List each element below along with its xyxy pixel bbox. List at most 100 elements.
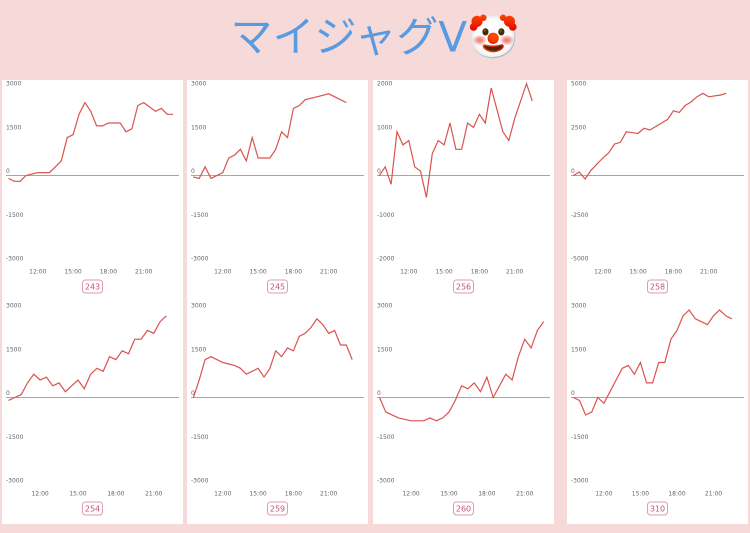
data-line (378, 81, 533, 198)
y-tick-label: -3000 (377, 478, 395, 485)
x-tick-label: 21:00 (135, 269, 152, 276)
page-title: マイジャグV🤡 (231, 13, 520, 62)
y-tick-label: 0 (191, 168, 195, 175)
label-box (267, 279, 288, 294)
x-tick-label: 12:00 (214, 269, 231, 276)
x-tick-label: 15:00 (632, 491, 649, 498)
x-tick-label: 21:00 (320, 491, 337, 498)
chart-label: 258 (650, 283, 665, 292)
chart-panel (187, 80, 368, 302)
data-line (8, 315, 167, 401)
y-tick-label: -3000 (6, 478, 24, 485)
label-box (647, 279, 668, 294)
y-tick-label: -1500 (6, 434, 24, 441)
x-tick-label: 18:00 (107, 491, 124, 498)
y-tick-label: -1500 (377, 434, 395, 441)
x-tick-label: 12:00 (214, 491, 231, 498)
y-tick-label: 0 (6, 390, 10, 397)
y-tick-label: 5000 (571, 81, 586, 88)
x-tick-label: 15:00 (435, 269, 452, 276)
data-line (192, 317, 353, 398)
x-tick-label: 18:00 (471, 269, 488, 276)
y-tick-label: 1500 (191, 124, 206, 131)
y-tick-label: 0 (571, 168, 575, 175)
x-tick-label: 21:00 (145, 491, 162, 498)
x-tick-label: 21:00 (320, 269, 337, 276)
x-tick-label: 15:00 (64, 269, 81, 276)
y-tick-label: 3000 (571, 303, 586, 310)
x-tick-label: 12:00 (400, 269, 417, 276)
y-tick-label: 3000 (377, 303, 392, 310)
x-tick-label: 18:00 (100, 269, 117, 276)
chart-label: 254 (85, 505, 100, 514)
y-tick-label: -1500 (191, 434, 209, 441)
x-tick-label: 12:00 (402, 491, 419, 498)
y-tick-label: 1500 (191, 346, 206, 353)
x-tick-label: 21:00 (700, 269, 717, 276)
label-box (82, 501, 103, 516)
y-tick-label: -1000 (377, 212, 395, 219)
chart-label: 245 (270, 283, 285, 292)
y-tick-label: -2500 (571, 212, 589, 219)
x-tick-label: 21:00 (705, 491, 722, 498)
y-tick-label: 0 (571, 390, 575, 397)
chart-label: 260 (456, 505, 471, 514)
y-tick-label: -5000 (571, 256, 589, 263)
y-tick-label: 2500 (571, 124, 586, 131)
data-line (573, 92, 727, 180)
y-tick-label: -1500 (571, 434, 589, 441)
data-line (8, 101, 174, 182)
y-tick-label: -1500 (191, 212, 209, 219)
chart-label: 256 (456, 283, 471, 292)
data-line (193, 93, 347, 180)
y-tick-label: 1500 (377, 346, 392, 353)
chart-label: 243 (85, 283, 100, 292)
x-tick-label: 15:00 (440, 491, 457, 498)
y-tick-label: -3000 (191, 256, 209, 263)
x-tick-label: 12:00 (594, 269, 611, 276)
y-tick-label: 0 (191, 390, 195, 397)
y-tick-label: -3000 (191, 478, 209, 485)
x-tick-label: 18:00 (665, 269, 682, 276)
x-tick-label: 15:00 (69, 491, 86, 498)
y-tick-label: 1500 (571, 346, 586, 353)
chart-panel (373, 80, 554, 302)
x-tick-label: 15:00 (629, 269, 646, 276)
x-tick-label: 21:00 (506, 269, 523, 276)
y-tick-label: -3000 (6, 256, 24, 263)
y-tick-label: 3000 (6, 81, 21, 88)
x-tick-label: 18:00 (668, 491, 685, 498)
label-box (453, 279, 474, 294)
x-tick-label: 12:00 (31, 491, 48, 498)
y-tick-label: 0 (6, 168, 10, 175)
x-tick-label: 15:00 (249, 269, 266, 276)
y-tick-label: -2000 (377, 256, 395, 263)
label-box (453, 501, 474, 516)
x-tick-label: 18:00 (285, 269, 302, 276)
y-tick-label: 0 (377, 390, 381, 397)
y-tick-label: -3000 (571, 478, 589, 485)
y-tick-label: 0 (377, 168, 381, 175)
data-line (378, 321, 545, 422)
label-box (267, 501, 288, 516)
x-tick-label: 18:00 (285, 491, 302, 498)
y-tick-label: 1500 (6, 124, 21, 131)
x-tick-label: 12:00 (29, 269, 46, 276)
y-tick-label: 1500 (6, 346, 21, 353)
y-tick-label: -1500 (6, 212, 24, 219)
label-box (647, 501, 668, 516)
y-tick-label: 3000 (191, 303, 206, 310)
y-tick-label: 3000 (6, 303, 21, 310)
chart-label: 259 (270, 505, 285, 514)
chart-panel (373, 302, 554, 524)
y-tick-label: 2000 (377, 81, 392, 88)
y-tick-label: 3000 (191, 81, 206, 88)
chart-panel (2, 302, 183, 524)
chart-panel (567, 80, 748, 302)
x-tick-label: 18:00 (478, 491, 495, 498)
data-line (573, 309, 733, 416)
x-tick-label: 15:00 (249, 491, 266, 498)
y-tick-label: 1000 (377, 124, 392, 131)
x-tick-label: 12:00 (595, 491, 612, 498)
